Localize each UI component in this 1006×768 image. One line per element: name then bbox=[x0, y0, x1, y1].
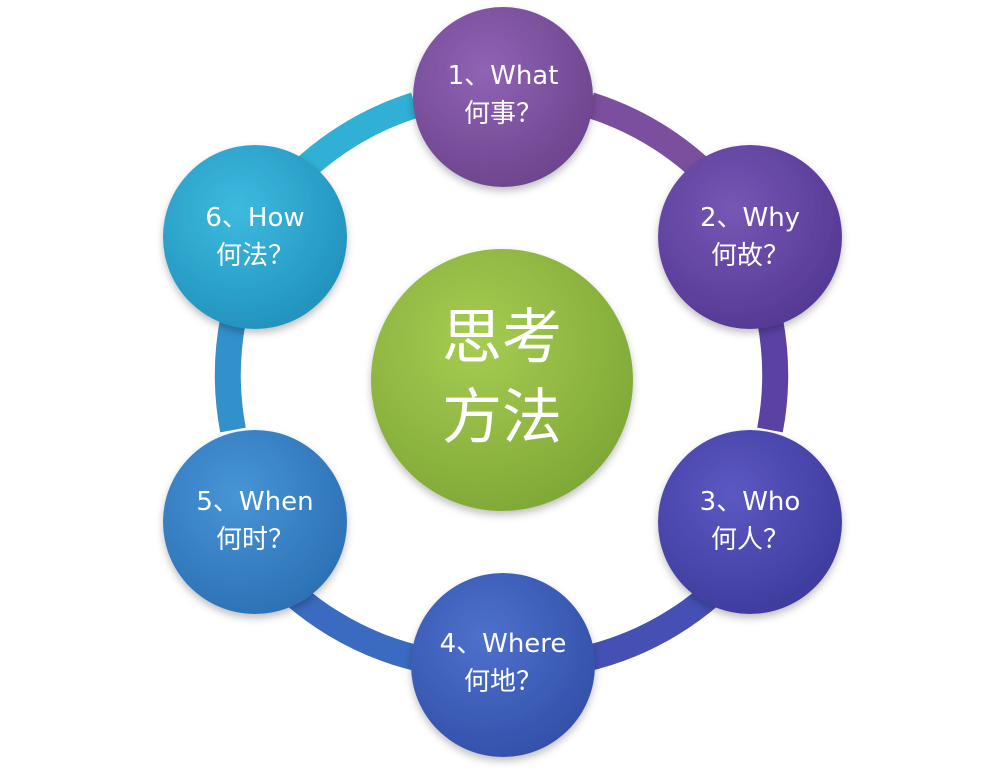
node-circle-how bbox=[163, 145, 347, 329]
center-label-line1: 思考 bbox=[442, 303, 562, 373]
node-circle-where bbox=[411, 573, 595, 757]
node-circle-when bbox=[163, 430, 347, 614]
node-who: 3、Who 何人？ bbox=[658, 430, 842, 614]
node-sublabel-why: 何故？ bbox=[711, 241, 789, 271]
ring-arc-5-6 bbox=[214, 317, 246, 433]
node-how: 6、How 何法？ bbox=[163, 145, 347, 329]
node-circle-why bbox=[658, 145, 842, 329]
node-sublabel-how: 何法？ bbox=[216, 241, 294, 271]
node-sublabel-where: 何地？ bbox=[464, 667, 542, 697]
node-label-what: 1、What bbox=[448, 61, 559, 91]
center-node: 思考 方法 bbox=[371, 249, 633, 511]
node-label-who: 3、Who bbox=[700, 487, 801, 517]
node-label-how: 6、How bbox=[205, 203, 304, 233]
ring-arc-2-3 bbox=[757, 317, 789, 433]
node-sublabel-who: 何人？ bbox=[711, 525, 789, 555]
node-label-when: 5、When bbox=[196, 487, 313, 517]
node-circle-what bbox=[413, 7, 593, 187]
center-label-line2: 方法 bbox=[442, 383, 562, 453]
node-why: 2、Why 何故？ bbox=[658, 145, 842, 329]
node-where: 4、Where 何地？ bbox=[411, 573, 595, 757]
node-circle-who bbox=[658, 430, 842, 614]
node-label-where: 4、Where bbox=[440, 629, 567, 659]
node-sublabel-when: 何时？ bbox=[216, 525, 294, 555]
node-label-why: 2、Why bbox=[700, 203, 800, 233]
center-circle bbox=[371, 249, 633, 511]
node-what: 1、What 何事？ bbox=[413, 7, 593, 187]
node-when: 5、When 何时？ bbox=[163, 430, 347, 614]
node-sublabel-what: 何事？ bbox=[464, 99, 542, 129]
